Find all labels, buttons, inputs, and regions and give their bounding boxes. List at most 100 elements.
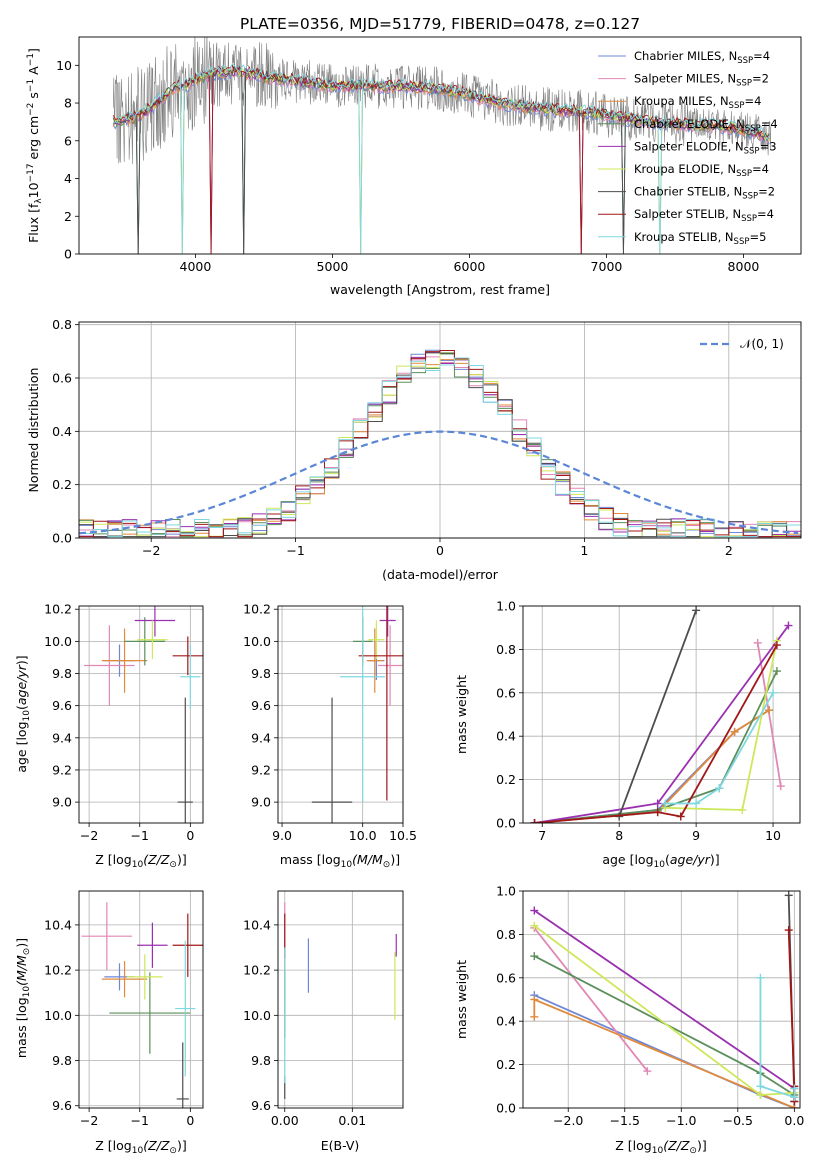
mass-vs-Z-panel: −2 −1 09.69.810.010.210.4Z [log10(Z/Z⊙)]ma… <box>14 890 204 1156</box>
weight-line <box>533 909 795 1090</box>
x-tick-label: 4000 <box>180 259 212 274</box>
axes-frame: −2 −1 0 9.0 9.2 9.4 9.6 9.8 10.0 10.2 <box>44 602 204 843</box>
weight-marker <box>756 1090 765 1099</box>
model-spectrum <box>112 68 770 254</box>
legend-name: Kroupa ELODIE, N <box>634 162 736 176</box>
legend-entry: Salpeter MILES, NSSP=2 <box>634 72 769 89</box>
y-axis-label: mass weight <box>454 960 469 1039</box>
label-part: −1 <box>26 79 36 92</box>
x-tick-label: −1 <box>131 1113 149 1128</box>
label-part: Z [log <box>615 1138 651 1153</box>
legend-name: Kroupa STELIB, N <box>634 230 734 244</box>
legend-sub: SSP <box>744 146 760 156</box>
x-tick-label: −2 <box>80 828 98 843</box>
plot-area <box>112 37 772 254</box>
weight-vs-age-panel: 7 8 9 10 0.0 0.2 0.4 0.6 0.8 1.0 mass weight age [l… <box>454 599 801 870</box>
label-part: 10 <box>132 1146 144 1156</box>
weight-marker <box>772 667 781 676</box>
x-tick-label: 9 <box>692 828 700 843</box>
axes-frame: −2.0 −1.5 −1.0 −0.5 0.0 0.0 0.2 0.4 0.6 0.8 1.0 <box>496 884 804 1129</box>
age-vs-Z-panel: −2 −1 09.09.29.49.69.810.010.2Z [log10(Z/Z… <box>14 602 204 870</box>
label-part: age [log <box>602 852 653 867</box>
label-part: )] <box>177 852 187 867</box>
label-part: age [log <box>14 721 29 772</box>
legend-nssp: =4 <box>757 207 774 221</box>
weight-marker <box>661 799 670 808</box>
label-part: )] <box>710 852 720 867</box>
legend-name: Salpeter STELIB, N <box>634 207 741 221</box>
legend-nssp: =4 <box>752 162 769 176</box>
x-tick-label: 5000 <box>317 259 349 274</box>
legend-nssp: =3 <box>760 139 777 153</box>
label-part: ( <box>14 705 29 710</box>
y-tick-label: 0.0 <box>496 1101 516 1116</box>
x-tick-label: 0.01 <box>338 1113 366 1128</box>
axes-border <box>277 605 404 824</box>
y-tick-label: 9.0 <box>52 795 72 810</box>
y-tick-label: 0.6 <box>52 371 72 386</box>
errorbar-point <box>124 617 166 666</box>
axes-border <box>78 321 802 539</box>
axes-frame: 9.0 10.0 10.5 9.0 9.2 9.4 9.6 9.8 10.0 10.2 <box>243 602 417 843</box>
axes-border <box>78 890 204 1109</box>
legend-name: Salpeter ELODIE, N <box>634 139 744 153</box>
weight-marker <box>653 808 662 817</box>
label-part: −1 <box>26 53 36 66</box>
weight-marker <box>530 906 539 915</box>
label-part: mass [log <box>14 997 29 1058</box>
weight-line <box>787 930 796 1102</box>
y-axis-label: age [log10(age/yr)] <box>14 655 32 772</box>
label-part: age/yr <box>14 664 29 705</box>
weight-marker <box>772 641 781 650</box>
x-tick-label: −1 <box>286 543 304 558</box>
label-part: 10 <box>132 860 144 870</box>
y-tick-label: 9.4 <box>52 730 72 745</box>
y-tick-label: 0.4 <box>52 424 72 439</box>
y-tick-label: 0.2 <box>496 1057 516 1072</box>
weight-line <box>756 642 782 787</box>
label-part: 10 <box>654 860 666 870</box>
legend-nssp: =5 <box>749 230 766 244</box>
y-tick-label: 9.8 <box>251 1053 271 1068</box>
errorbar-point <box>358 606 403 801</box>
plot-area <box>311 606 403 823</box>
label-part: erg cm <box>26 116 41 164</box>
legend-entry: Kroupa ELODIE, NSSP=4 <box>634 162 769 179</box>
label-part: )] <box>14 655 29 665</box>
grid <box>79 606 203 823</box>
legend-name: Chabrier ELODIE, N <box>634 117 745 131</box>
x-axis-label: Z [log10(Z/Z⊙)] <box>615 1138 706 1156</box>
weight-marker <box>530 921 539 930</box>
axes-frame: 7 8 9 10 0.0 0.2 0.4 0.6 0.8 1.0 <box>496 599 801 843</box>
grid <box>278 891 403 1108</box>
y-tick-label: 0.4 <box>496 729 516 744</box>
grid <box>79 891 203 1108</box>
legend-sub: SSP <box>742 192 758 202</box>
errorbar-point <box>101 961 148 998</box>
y-tick-label: 10 <box>56 58 72 73</box>
axes-border <box>277 890 404 1109</box>
weight-marker <box>643 1067 652 1076</box>
axes-border <box>522 605 801 824</box>
mass-vs-ebv-panel: 0.00 0.01 9.6 9.8 10.0 10.2 10.4 E(B-V) <box>243 890 404 1153</box>
x-tick-label: −2 <box>80 1113 98 1128</box>
axes-border <box>78 605 204 824</box>
weight-vs-Z-panel: −2.0 −1.5 −1.0 −0.5 0.0 0.0 0.2 0.4 0.6 0.8 1.0 mas… <box>454 884 804 1157</box>
label-part: 10 <box>652 1146 664 1156</box>
errorbar-point <box>134 606 176 637</box>
weight-marker <box>692 799 701 808</box>
y-axis-label: mass [log10(M/M⊙)] <box>14 938 32 1058</box>
weight-marker <box>530 952 539 961</box>
y-tick-label: 0.4 <box>496 1014 516 1029</box>
errorbar-point <box>81 902 133 971</box>
plot-area <box>530 606 793 823</box>
residuals-panel: −2 −1 0 1 2 0.0 0.2 0.4 0.6 0.8 (data-model)/error… <box>26 317 802 582</box>
grid <box>523 890 800 1109</box>
y-tick-label: 2 <box>64 209 72 224</box>
y-tick-label: 9.4 <box>251 730 271 745</box>
x-tick-label: −0.5 <box>723 1113 753 1128</box>
legend-entry: 𝒩(0, 1) <box>740 337 784 351</box>
label-part: 10 <box>22 986 32 998</box>
label-part: 10 <box>26 182 41 198</box>
x-tick-label: 0.00 <box>271 1113 299 1128</box>
